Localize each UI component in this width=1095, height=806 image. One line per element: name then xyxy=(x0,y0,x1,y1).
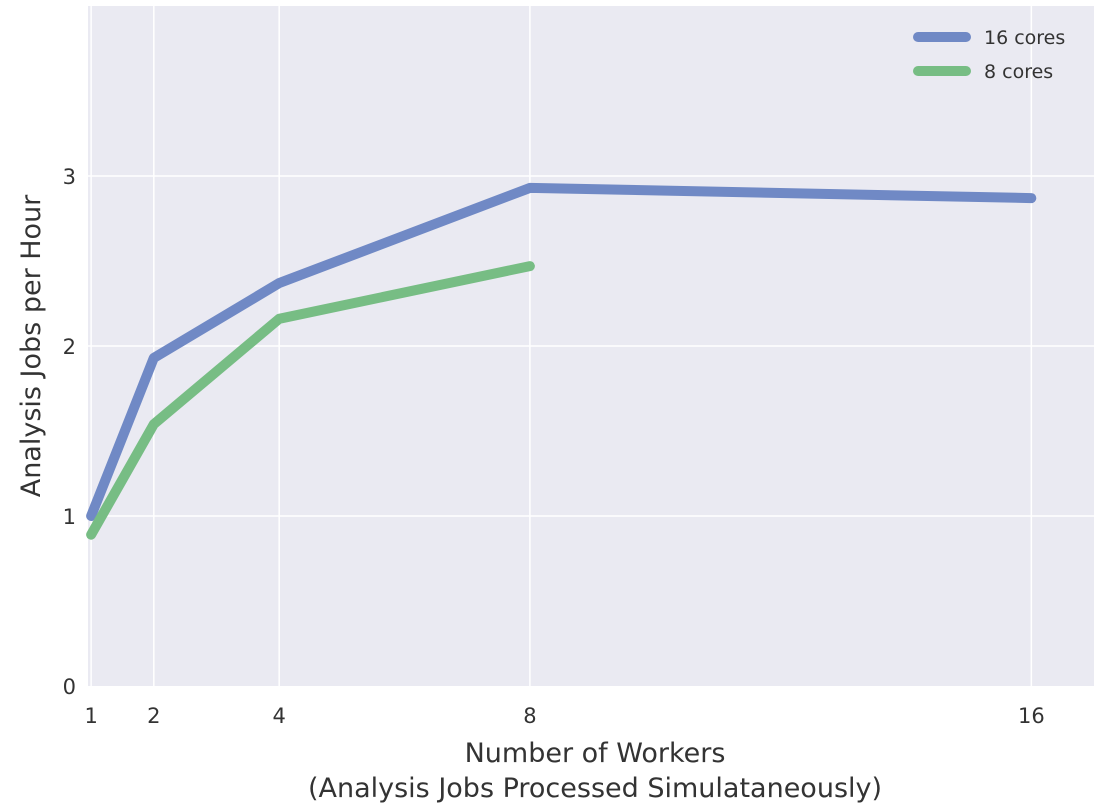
x-axis-label: Number of Workers xyxy=(465,738,726,769)
y-tick-label: 2 xyxy=(63,335,76,359)
x-tick-label: 2 xyxy=(147,704,160,728)
x-tick-label: 16 xyxy=(1018,704,1045,728)
y-tick-label: 0 xyxy=(63,675,76,699)
legend: 16 cores 8 cores xyxy=(913,27,1065,83)
series-line xyxy=(86,261,535,540)
x-tick-label: 1 xyxy=(84,704,97,728)
series-lines xyxy=(86,182,1037,540)
y-tick-label: 3 xyxy=(63,165,76,189)
series-line xyxy=(86,182,1037,521)
legend-label: 8 cores xyxy=(984,61,1053,83)
y-tick-label: 1 xyxy=(63,505,76,529)
x-tick-label: 4 xyxy=(272,704,285,728)
x-axis-sublabel: (Analysis Jobs Processed Simulataneously… xyxy=(308,773,882,804)
y-axis-label: Analysis Jobs per Hour xyxy=(16,194,47,497)
legend-label: 16 cores xyxy=(984,27,1065,49)
grid-lines xyxy=(88,6,1094,686)
x-tick-label: 8 xyxy=(523,704,536,728)
